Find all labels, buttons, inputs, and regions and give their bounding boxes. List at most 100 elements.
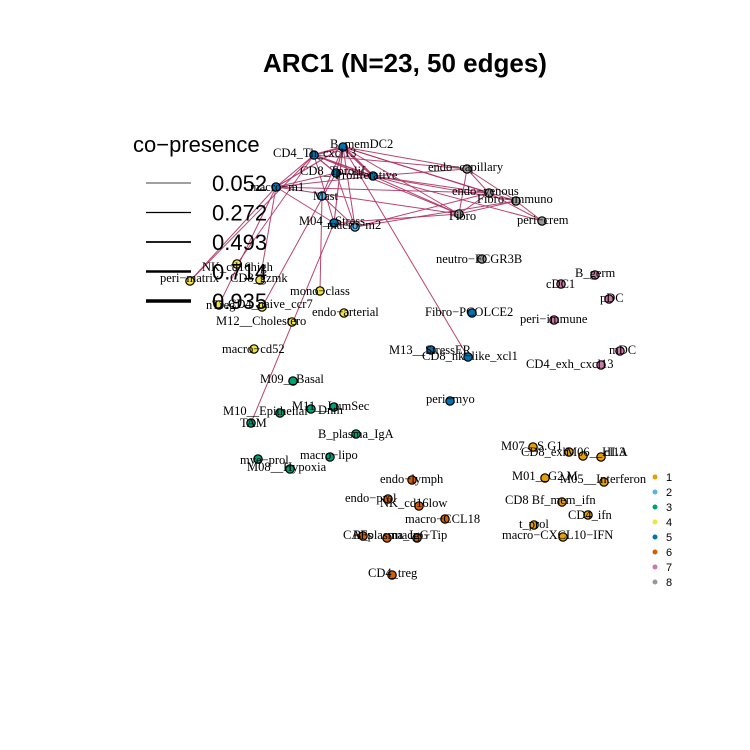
cluster-legend-label-7: 7 [666,562,672,574]
edge-macro_m1-peri_matrix [189,186,277,282]
edge-B_memDC2-CD8_nklike [342,146,469,358]
edge-Prolif-endo_capillary [372,168,468,177]
node-label-macro_CCL18: macro−CCL18 [405,512,480,526]
cluster-legend-label-8: 8 [666,577,672,589]
node-label-neutro_FCGR3B: neutro−FCGR3B [436,252,522,266]
node-label-NK_cd16low: NK_cd16low [380,496,447,510]
edge-endo_venous-peri_crem [488,192,543,222]
node-label-M10_Epithelial: M10__Epithelial [223,404,308,418]
node-mono_class [315,286,325,296]
node-macro_m1 [271,182,281,192]
width-legend: co−presence 0.052 0.272 0.493 0.714 0.935 [133,132,267,314]
node-B_memDC2 [338,142,348,152]
edge-CD4_Th_cxcl13-endo_capillary [313,154,468,170]
node-Fibro_PCOLCE2 [467,308,477,318]
cluster-legend-dot-6 [652,549,658,555]
edge-B_memDC2-M04_Stress [333,146,344,224]
edge-macro_m1-nTreg [218,186,277,306]
cluster-legend: 1 2 3 4 5 6 7 8 [652,472,672,589]
node-CD8_exh [564,447,574,457]
node-label-macro_CXCL10_IFN: macro−CXCL10−IFN [502,528,613,542]
edges-layer [189,145,543,424]
node-label-M06_HLA: M06__HLA [566,445,628,459]
node-M06_HLA [578,451,588,461]
edge-Fibro_immuno-peri_crem [515,200,543,222]
node-endo_prol [383,494,393,504]
node-label-macro_Tip: macro−Tip [392,528,447,542]
node-t_prol [529,520,539,530]
edge-CD8_Tprolif-macro_m2 [335,172,356,228]
node-CD4_naive_ccr7 [257,302,267,312]
edge-Prolif-Fibro_immuno [372,175,517,202]
node-mye_prol [253,454,263,464]
cluster-legend-label-2: 2 [666,487,672,499]
edge-B_memDC2-CD4_Th_cxcl13 [313,145,344,157]
node-label-peri_immune: peri−immune [520,312,588,326]
node-M08_Hypoxia [285,464,295,474]
node-peri_matrix [185,276,195,286]
node-CD4_ifn [583,510,593,520]
node-label-t_prol: t_prol [519,517,549,531]
node-label-M13_StressER: M13__StressER [389,343,472,357]
node-Prolif [368,171,378,181]
node-CD4_Th_cxcl13 [309,150,319,160]
edge-macro_m2-endo_venous [354,192,490,228]
edge-B_memDC2-endo_capillary [342,146,468,170]
edge-endo_capillary-Fibro [458,168,468,215]
edge-B_memDC2-Prolif [342,146,374,177]
cluster-legend-label-3: 3 [666,502,672,514]
node-macro_lipo [325,452,335,462]
node-label-macro_lipo: macro−lipo [300,448,358,462]
cluster-legend-dot-7 [652,564,658,570]
node-CD4_treg [387,570,397,580]
node-label-pDC: pDC [600,291,624,305]
node-macro_CXCL10_IFN [558,532,568,542]
node-label-Fibro_immuno: Fibro−immuno [477,192,553,206]
width-legend-value-2: 0.493 [212,230,267,255]
node-Dnm [306,404,316,414]
node-label-Prolif: Proliferative [335,168,398,182]
node-M12_Cholestero [287,317,297,327]
width-legend-value-0: 0.052 [212,171,267,196]
edge-macro_m1-CD8_gzmk [259,186,277,281]
node-M10_Epithelial [275,408,285,418]
edge-macro_m1-Fibro [275,186,460,215]
node-Mast [317,191,327,201]
node-label-M05_Interferon: M05__Interferon [560,472,647,486]
edge-B_memDC2-macro_m2 [342,146,356,228]
node-B_plasma_IgG [382,533,392,543]
node-Fibro [454,209,464,219]
edge-B_memDC2-macro_m1 [275,146,344,188]
node-label-M07_S_G1: M07__S.G1 [501,439,562,453]
edge-Prolif-Fibro [372,175,460,215]
edge-CD4_Th_cxcl13-macro_m1 [275,154,315,188]
node-label-CD4_treg: CD4_treg [368,566,418,580]
edge-macro_m1-endo_venous [275,186,490,194]
node-label-CD8_nklike: CD8_nk−like_xcl1 [422,349,518,363]
node-endo_arterial [339,308,349,318]
node-macro_CCL18 [440,514,450,524]
cluster-legend-label-6: 6 [666,547,672,559]
cluster-legend-dot-1 [652,474,658,480]
cluster-legend-label-4: 4 [666,517,672,529]
node-label-CD4_Th_cxcl13: CD4_Th_cxcl13 [273,146,356,160]
diagram-title: ARC1 (N=23, 50 edges) [263,48,547,78]
node-endo_capillary [462,164,472,174]
node-label-nTreg: nTreg [206,298,236,312]
node-macro_m2 [350,222,360,232]
node-label-Mast: Mast [313,189,339,203]
node-CAFs [358,531,368,541]
node-NK_cd16low [414,501,424,511]
node-label-CD8_exh: CD8_exh [521,445,570,459]
node-label-mDC: mDC [609,343,636,357]
node-M05_Interferon [599,477,609,487]
node-endo_lymph [407,475,417,485]
node-label-endo_prol: endo−prol [345,491,397,505]
node-CD8_gzmk [255,275,265,285]
node-label-CD4_naive_ccr7: CD4_naive_ccr7 [228,297,313,311]
node-mDC [615,346,625,356]
node-macro_Tip [412,533,422,543]
node-NK_cd16high [232,259,242,269]
